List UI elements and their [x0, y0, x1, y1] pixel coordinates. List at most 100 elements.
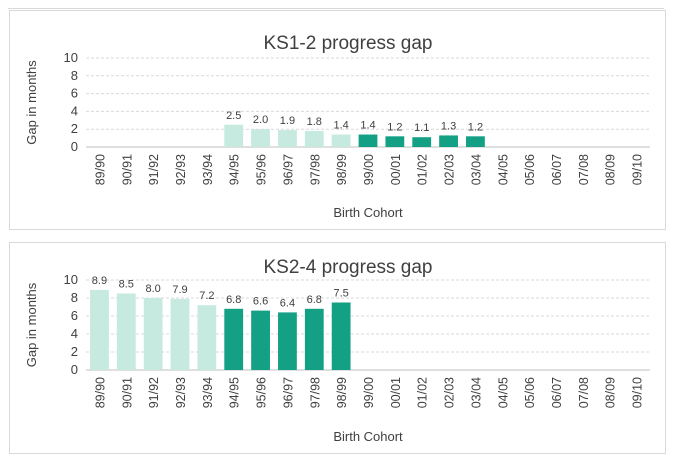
- bar: [304, 308, 324, 370]
- y-tick-label: 6: [71, 86, 78, 101]
- x-tick-label: 98/99: [335, 377, 349, 408]
- x-tick-label: 04/05: [496, 154, 510, 185]
- x-tick-label: 95/96: [255, 154, 269, 185]
- y-axis-label: Gap in months: [24, 282, 39, 367]
- chart-title: KS2-4 progress gap: [264, 257, 433, 278]
- chart-title: KS1-2 progress gap: [264, 33, 433, 54]
- x-tick-label: 96/97: [281, 377, 295, 408]
- data-label: 2.5: [226, 110, 241, 122]
- data-label: 1.4: [333, 120, 348, 132]
- bar: [197, 305, 217, 370]
- x-tick-label: 06/07: [550, 154, 564, 185]
- y-tick-label: 2: [71, 121, 78, 136]
- y-tick-label: 10: [64, 50, 78, 65]
- data-label: 1.2: [468, 121, 483, 133]
- bar: [224, 124, 244, 147]
- data-label: 6.6: [253, 296, 268, 308]
- x-tick-label: 01/02: [416, 154, 430, 185]
- data-label: 1.4: [360, 120, 375, 132]
- y-tick-label: 10: [64, 272, 78, 287]
- x-tick-label: 06/07: [550, 377, 564, 408]
- data-label: 1.9: [280, 115, 295, 127]
- x-tick-label: 07/08: [577, 154, 591, 185]
- x-tick-label: 90/91: [120, 154, 134, 185]
- data-label: 2.0: [253, 114, 268, 126]
- x-tick-label: 09/10: [631, 154, 645, 185]
- x-tick-label: 97/98: [308, 154, 322, 185]
- bar: [251, 129, 270, 147]
- data-label: 8.9: [92, 275, 107, 287]
- data-label: 6.8: [307, 294, 322, 306]
- data-label: 1.1: [414, 122, 429, 134]
- x-tick-label: 99/00: [362, 377, 376, 408]
- y-tick-label: 4: [71, 103, 78, 118]
- data-label: 8.0: [145, 283, 160, 295]
- bar: [116, 293, 136, 370]
- y-tick-label: 2: [71, 344, 78, 359]
- chart-panel-ks1-2: KS1-2 progress gap 0 2 4 6 8 10 Gap in months 89…: [9, 10, 666, 230]
- y-tick-label: 8: [71, 68, 78, 83]
- x-tick-label: 93/94: [201, 377, 215, 408]
- x-tick-label: 89/90: [93, 154, 107, 185]
- top-divider: [8, 8, 664, 9]
- data-label: 1.3: [441, 120, 456, 132]
- chart-ks2-4: KS2-4 progress gap 0 2 4 6 8 10 Gap in months 8.…: [24, 257, 650, 444]
- x-tick-label: 09/10: [631, 377, 645, 408]
- bar: [90, 289, 109, 370]
- x-tick-label: 93/94: [201, 154, 215, 185]
- bar: [224, 308, 244, 370]
- x-tick-label: 99/00: [362, 154, 376, 185]
- data-label: 1.2: [387, 121, 402, 133]
- x-tick-label: 89/90: [93, 377, 107, 408]
- x-tick-label: 98/99: [335, 154, 349, 185]
- bar: [466, 136, 485, 147]
- data-label: 8.5: [119, 279, 134, 291]
- x-tick-label: 92/93: [174, 154, 188, 185]
- x-tick-label: 07/08: [577, 377, 591, 408]
- x-tick-label: 08/09: [604, 154, 618, 185]
- y-tick-label: 0: [71, 139, 78, 154]
- bar: [278, 312, 297, 370]
- x-tick-label: 92/93: [174, 377, 188, 408]
- x-tick-label: 94/95: [228, 377, 242, 408]
- x-tick-label: 08/09: [604, 377, 618, 408]
- x-tick-label: 95/96: [255, 377, 269, 408]
- y-tick-label: 6: [71, 308, 78, 323]
- x-tick-label: 01/02: [416, 377, 430, 408]
- y-tick-label: 8: [71, 290, 78, 305]
- x-axis-label: Birth Cohort: [333, 429, 403, 444]
- x-tick-label: 00/01: [389, 154, 403, 185]
- bar: [143, 298, 163, 370]
- x-tick-label: 94/95: [228, 154, 242, 185]
- bar: [331, 302, 351, 370]
- x-tick-label: 91/92: [147, 377, 161, 408]
- x-tick-label: 90/91: [120, 377, 134, 408]
- data-label: 7.5: [333, 288, 348, 300]
- chart-ks1-2: KS1-2 progress gap 0 2 4 6 8 10 Gap in months 89…: [24, 33, 650, 220]
- bar: [331, 134, 351, 147]
- x-tick-label: 05/06: [523, 154, 537, 185]
- x-tick-label: 03/04: [469, 377, 483, 408]
- x-tick-label: 03/04: [469, 154, 483, 185]
- bar: [278, 130, 297, 147]
- data-label: 6.8: [226, 294, 241, 306]
- bar: [385, 136, 405, 147]
- bar: [170, 298, 190, 370]
- data-label: 7.2: [199, 290, 214, 302]
- x-tick-label: 91/92: [147, 154, 161, 185]
- chart-panel-ks2-4: KS2-4 progress gap 0 2 4 6 8 10 Gap in months 8.…: [9, 242, 666, 454]
- x-tick-label: 97/98: [308, 377, 322, 408]
- data-label: 7.9: [172, 284, 187, 296]
- x-tick-label: 02/03: [443, 377, 457, 408]
- data-label: 6.4: [280, 297, 295, 309]
- y-tick-label: 0: [71, 362, 78, 377]
- data-label: 1.8: [307, 116, 322, 128]
- x-tick-label: 96/97: [281, 154, 295, 185]
- y-tick-label: 4: [71, 326, 78, 341]
- x-tick-label: 04/05: [496, 377, 510, 408]
- x-tick-label: 02/03: [443, 154, 457, 185]
- bar: [412, 137, 432, 147]
- x-tick-label: 00/01: [389, 377, 403, 408]
- x-tick-label: 05/06: [523, 377, 537, 408]
- bar: [304, 130, 324, 147]
